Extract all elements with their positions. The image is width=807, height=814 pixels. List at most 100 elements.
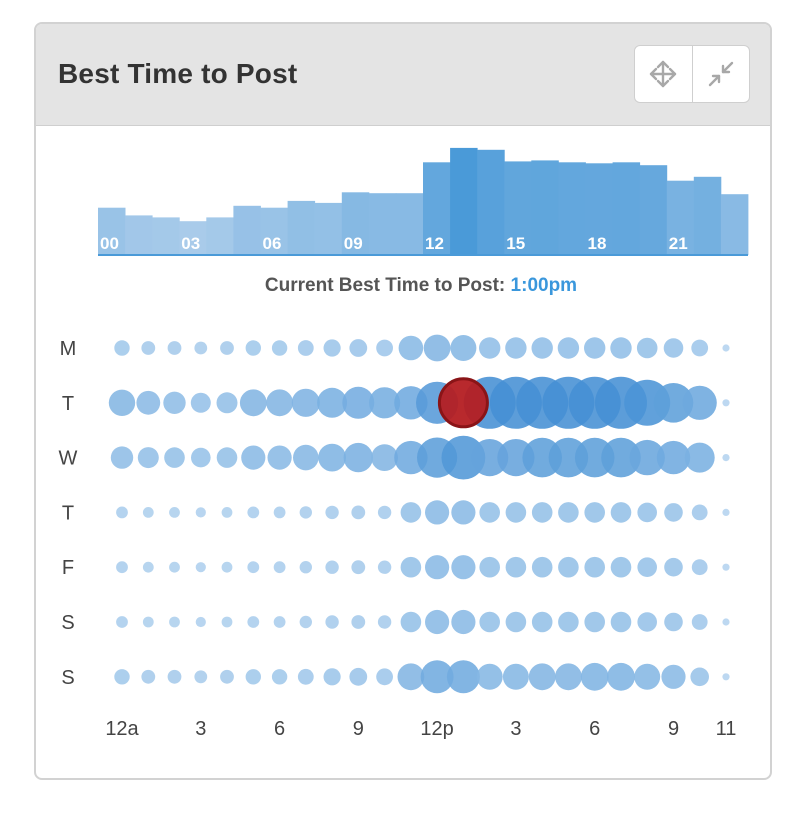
time-bubble	[273, 506, 286, 519]
widget-header: Best Time to Post	[36, 24, 770, 126]
hour-bar	[612, 162, 641, 255]
time-bubble	[398, 335, 424, 361]
time-bubble	[634, 663, 661, 690]
time-bubble	[245, 340, 261, 356]
time-bubble	[691, 339, 709, 357]
time-bubble	[376, 668, 393, 686]
hour-bar	[125, 215, 153, 255]
time-bubble	[343, 442, 373, 473]
time-bubble	[137, 447, 159, 469]
time-bubble	[558, 611, 579, 633]
time-bubble	[114, 669, 130, 685]
time-bubble	[425, 609, 450, 635]
time-bubble	[136, 390, 161, 415]
time-bubble	[653, 383, 694, 423]
time-bubble	[377, 560, 392, 574]
day-label: S	[61, 612, 74, 634]
time-bubble	[580, 662, 609, 691]
time-bubble	[531, 556, 553, 578]
time-bubble	[241, 445, 266, 470]
bar-tick-label: 09	[344, 234, 363, 253]
time-bubble	[216, 447, 238, 468]
time-bubble	[664, 503, 683, 522]
time-bubble	[273, 561, 286, 574]
hour-bar	[720, 194, 749, 255]
time-bubble	[195, 616, 206, 628]
move-arrows-icon	[650, 60, 677, 88]
time-bubble	[691, 614, 708, 630]
bar-tick-label: 12	[425, 234, 444, 253]
widget-title: Best Time to Post	[58, 58, 298, 89]
time-bubble	[722, 508, 730, 516]
time-bubble	[245, 669, 261, 685]
time-bubble	[722, 344, 730, 352]
time-bubble	[194, 670, 208, 684]
hour-axis-label: 3	[510, 718, 521, 740]
time-bubble	[636, 337, 658, 359]
time-bubble	[194, 341, 208, 355]
hour-axis-label: 9	[353, 718, 364, 740]
time-bubble	[190, 392, 211, 413]
time-bubble	[691, 504, 708, 521]
time-bubble	[610, 556, 632, 578]
time-bubble	[323, 668, 341, 686]
hour-bar	[666, 180, 695, 255]
time-bubble	[267, 445, 292, 470]
time-bubble	[221, 507, 233, 518]
time-bubble	[291, 388, 320, 417]
time-bubble	[271, 669, 288, 685]
time-bubble	[584, 556, 605, 578]
time-bubble	[351, 505, 366, 520]
time-bubble	[722, 618, 730, 626]
time-bubble	[163, 391, 186, 414]
hour-bar	[423, 162, 451, 255]
best-time-summary: Current Best Time to Post: 1:00pm	[265, 275, 577, 296]
time-bubble	[191, 447, 211, 468]
time-bubble	[377, 505, 392, 520]
time-bubble	[164, 447, 185, 468]
hour-bar	[504, 161, 532, 255]
bar-tick-label: 18	[588, 234, 607, 253]
hour-bar	[395, 193, 424, 255]
time-bubble	[142, 561, 154, 573]
time-bubble	[479, 502, 501, 523]
time-bubble	[664, 612, 683, 632]
time-bubble	[425, 500, 450, 525]
collapse-button[interactable]	[691, 46, 750, 102]
hour-axis-label: 6	[274, 718, 285, 740]
time-bubble	[142, 616, 154, 628]
time-bubble	[271, 340, 288, 356]
hour-bar	[368, 193, 397, 255]
time-bubble	[450, 335, 477, 361]
time-bubble	[610, 611, 632, 633]
time-bubble	[637, 612, 657, 632]
time-bubble	[351, 615, 366, 629]
day-label: M	[60, 338, 77, 360]
hour-bar	[206, 217, 234, 255]
time-bubble	[247, 561, 260, 574]
bar-tick-label: 21	[669, 234, 688, 253]
time-bubble	[110, 446, 134, 469]
time-bubble	[691, 559, 708, 576]
time-bubble	[216, 392, 238, 414]
time-bubble	[325, 505, 339, 520]
hour-axis-label: 12a	[105, 718, 139, 740]
time-bubble	[297, 668, 314, 685]
time-bubble	[114, 340, 130, 356]
hour-axis-label: 9	[668, 718, 679, 740]
time-bubble	[656, 440, 691, 475]
time-bubble	[531, 611, 553, 633]
time-bubble	[195, 562, 206, 573]
bar-tick-label: 06	[263, 234, 282, 253]
time-bubble	[247, 616, 260, 628]
time-bubble	[610, 337, 632, 359]
time-bubble	[116, 506, 128, 519]
time-bubble	[400, 611, 422, 633]
move-button[interactable]	[635, 46, 692, 102]
time-bubble	[397, 663, 425, 691]
day-label: W	[59, 448, 78, 470]
time-bubble	[325, 560, 339, 574]
time-bubble	[558, 556, 579, 578]
time-bubble	[239, 389, 267, 417]
time-bubble	[266, 389, 293, 417]
